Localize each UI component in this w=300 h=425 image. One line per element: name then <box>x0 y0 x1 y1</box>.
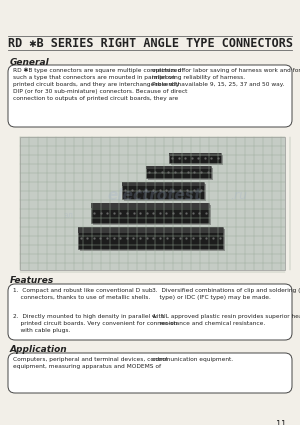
FancyBboxPatch shape <box>8 65 292 127</box>
Text: 11: 11 <box>276 420 286 425</box>
Text: RD ✱B SERIES RIGHT ANGLE TYPE CONNECTORS: RD ✱B SERIES RIGHT ANGLE TYPE CONNECTORS <box>8 37 292 49</box>
Bar <box>169 153 221 163</box>
Text: эл: эл <box>63 210 73 219</box>
Text: General: General <box>10 58 50 67</box>
Text: Application: Application <box>10 345 68 354</box>
Text: 3.  Diversified combinations of clip and soldering (HD
    type) or IDC (IFC typ: 3. Diversified combinations of clip and … <box>152 288 300 300</box>
Text: Computers, peripheral and terminal devices, control
equipment, measuring apparat: Computers, peripheral and terminal devic… <box>13 357 167 369</box>
Bar <box>77 227 223 249</box>
Text: optimized for labor saving of harness work and for
improving reliability of harn: optimized for labor saving of harness wo… <box>152 68 300 87</box>
Bar <box>169 153 221 156</box>
Text: RD ✱B type connectors are square multiple connectors of
such a type that connect: RD ✱B type connectors are square multipl… <box>13 68 188 101</box>
Bar <box>124 184 206 201</box>
Bar <box>148 168 212 180</box>
Text: 1.  Compact and robust like conventional D sub
    connectors, thanks to use of : 1. Compact and robust like conventional … <box>13 288 153 300</box>
Bar <box>20 137 285 270</box>
Bar <box>91 203 209 208</box>
Bar <box>171 155 223 165</box>
Text: .ru: .ru <box>230 189 247 201</box>
Text: Features: Features <box>10 276 54 285</box>
Bar <box>122 181 204 198</box>
Bar <box>122 181 204 186</box>
FancyBboxPatch shape <box>8 353 292 393</box>
Bar <box>146 166 211 169</box>
Text: electrotest: electrotest <box>108 187 202 202</box>
Bar <box>80 229 224 251</box>
Text: communication equipment.: communication equipment. <box>152 357 233 362</box>
Bar <box>77 227 223 232</box>
Bar <box>146 166 211 178</box>
Text: 4.  UL approved plastic resin provides superior heat
    resistance and chemical: 4. UL approved plastic resin provides su… <box>152 314 300 326</box>
FancyBboxPatch shape <box>8 284 292 340</box>
Bar <box>93 205 211 225</box>
Text: 2.  Directly mounted to high density in parallel with
    printed circuit boards: 2. Directly mounted to high density in p… <box>13 314 177 333</box>
Bar <box>91 203 209 223</box>
